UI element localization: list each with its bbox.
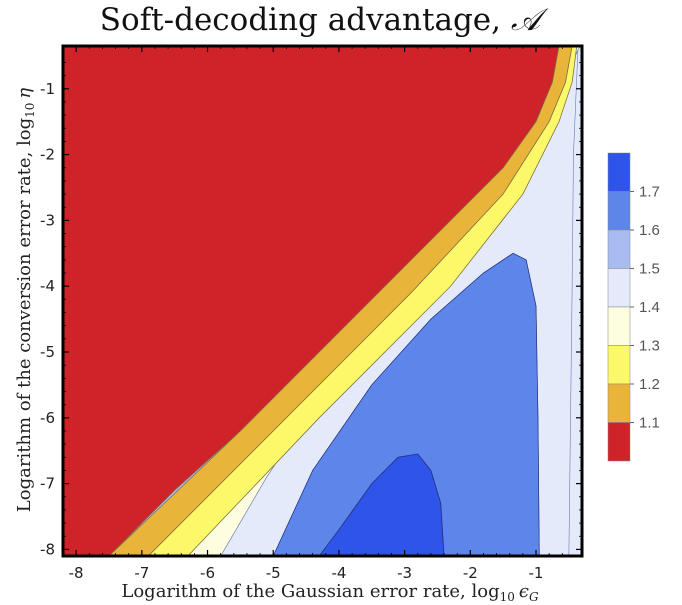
- y-tick-label: -8: [40, 540, 55, 558]
- contour-region: [147, 46, 578, 556]
- chart-title: Soft-decoding advantage, 𝒜: [60, 2, 580, 39]
- y-axis-title: Logarithm of the conversion error rate, …: [14, 88, 37, 513]
- colorbar-label: 1.7: [639, 184, 660, 201]
- axis-ticks: -8 -7 -6 -5 -4 -3 -2 -1 -8 -7 -6 -5 -4 -3 -2 -1: [40, 46, 582, 582]
- chart-title-text: Soft-decoding advantage,: [99, 2, 511, 38]
- x-tick-label: -2: [463, 564, 478, 582]
- contour-region: [272, 252, 540, 556]
- colorbar-swatch: [607, 306, 631, 346]
- x-tick-label: -3: [397, 564, 412, 582]
- y-tick-label: -5: [40, 343, 55, 361]
- contour-region-peak: [318, 453, 445, 556]
- colorbar-swatch: [607, 345, 631, 385]
- x-tick-label: -8: [69, 564, 84, 582]
- colorbar: 1.1 1.2 1.3 1.4 1.5 1.6 1.7: [607, 152, 660, 462]
- y-tick-label: -3: [40, 211, 55, 229]
- colorbar-label: 1.4: [639, 299, 660, 316]
- y-tick-label: -7: [40, 475, 55, 493]
- chart-title-symbol: 𝒜: [510, 2, 541, 38]
- x-tick-label: -7: [134, 564, 149, 582]
- colorbar-swatch: [607, 191, 631, 231]
- colorbar-label: 1.6: [639, 222, 660, 239]
- contour-region: [568, 46, 582, 556]
- colorbar-swatch: [607, 229, 631, 269]
- x-tick-label: -1: [529, 564, 544, 582]
- plot-frame: [61, 44, 584, 558]
- contour-regions: [63, 46, 582, 556]
- y-tick-label: -6: [40, 409, 55, 427]
- x-axis-title: Logarithm of the Gaussian error rate, lo…: [121, 581, 539, 604]
- colorbar-label: 1.3: [639, 338, 660, 355]
- x-tick-label: -4: [331, 564, 346, 582]
- y-tick-label: -1: [40, 80, 55, 98]
- x-tick-label: -6: [200, 564, 215, 582]
- colorbar-label: 1.2: [639, 376, 660, 393]
- y-tick-label: -4: [40, 277, 55, 295]
- x-tick-label: -5: [266, 564, 281, 582]
- colorbar-swatch: [607, 383, 631, 423]
- colorbar-swatch: [607, 422, 631, 462]
- colorbar-swatch: [607, 152, 631, 192]
- y-tick-label: -2: [40, 146, 55, 164]
- colorbar-label: 1.5: [639, 261, 660, 278]
- colorbar-label: 1.1: [639, 415, 660, 432]
- colorbar-swatch: [607, 268, 631, 308]
